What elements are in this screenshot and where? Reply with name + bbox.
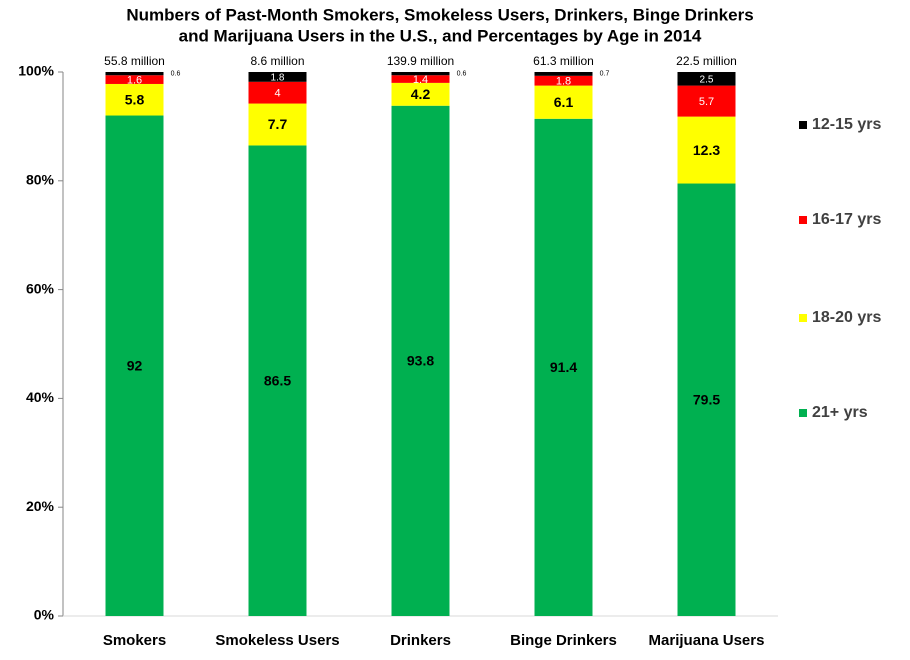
bar-segment bbox=[534, 118, 593, 616]
data-label: 5.8 bbox=[125, 91, 145, 107]
bar-segment bbox=[248, 72, 307, 82]
bar-segment bbox=[677, 183, 736, 616]
data-label: 12.3 bbox=[693, 142, 720, 158]
bar-total-label: 8.6 million bbox=[250, 54, 304, 68]
legend-swatch bbox=[799, 216, 807, 224]
bar-segment bbox=[391, 75, 450, 83]
bar-segment bbox=[534, 85, 593, 119]
x-tick-label: Marijuana Users bbox=[649, 632, 765, 649]
bar-segment bbox=[534, 72, 593, 76]
bar-total-label: 55.8 million bbox=[104, 54, 165, 68]
y-tick-label: 100% bbox=[18, 63, 54, 79]
legend-swatch bbox=[799, 314, 807, 322]
x-tick-label: Smokeless Users bbox=[215, 632, 339, 649]
data-label: 86.5 bbox=[264, 372, 291, 388]
bar-segment bbox=[248, 103, 307, 146]
bar-segment bbox=[677, 116, 736, 184]
data-label: 7.7 bbox=[268, 116, 288, 132]
data-label: 6.1 bbox=[554, 94, 574, 110]
bar-segment bbox=[105, 83, 164, 116]
bar-segment bbox=[677, 85, 736, 117]
chart-title: and Marijuana Users in the U.S., and Per… bbox=[179, 26, 702, 45]
chart-title: Numbers of Past-Month Smokers, Smokeless… bbox=[126, 5, 753, 24]
bar-segment bbox=[677, 72, 736, 86]
x-tick-label: Binge Drinkers bbox=[510, 632, 617, 649]
legend-label: 18-20 yrs bbox=[812, 309, 881, 326]
legend-swatch bbox=[799, 121, 807, 129]
x-tick-label: Drinkers bbox=[390, 632, 451, 649]
data-label: 79.5 bbox=[693, 391, 720, 407]
bar-segment bbox=[534, 75, 593, 86]
bar-segment bbox=[248, 145, 307, 616]
legend-label: 16-17 yrs bbox=[812, 211, 881, 228]
legend-label: 12-15 yrs bbox=[812, 116, 881, 133]
x-tick-label: Smokers bbox=[103, 632, 166, 649]
bar-segment bbox=[105, 72, 164, 76]
legend-label: 21+ yrs bbox=[812, 404, 868, 421]
bar-segment bbox=[248, 81, 307, 104]
data-label: 5.7 bbox=[699, 96, 714, 108]
data-label: 1.4 bbox=[413, 74, 428, 86]
legend-swatch bbox=[799, 409, 807, 417]
y-tick-label: 60% bbox=[26, 280, 55, 296]
bar-segment bbox=[391, 105, 450, 616]
data-label: 91.4 bbox=[550, 359, 577, 375]
bar-total-label: 139.9 million bbox=[387, 54, 454, 68]
bar-total-label: 61.3 million bbox=[533, 54, 594, 68]
data-label: 92 bbox=[127, 357, 143, 373]
bar-segment bbox=[105, 115, 164, 617]
data-label: 93.8 bbox=[407, 353, 434, 369]
y-tick-label: 0% bbox=[34, 607, 55, 623]
data-label: 1.8 bbox=[271, 73, 285, 84]
data-label: 0.6 bbox=[457, 70, 467, 77]
y-tick-label: 20% bbox=[26, 498, 55, 514]
data-label: 2.5 bbox=[700, 74, 714, 85]
data-label: 4.2 bbox=[411, 86, 431, 102]
bar-segment bbox=[391, 82, 450, 106]
data-label: 4 bbox=[274, 88, 280, 100]
data-label: 1.6 bbox=[127, 75, 142, 87]
bar-segment bbox=[391, 72, 450, 76]
data-label: 0.6 bbox=[171, 70, 181, 77]
data-label: 1.8 bbox=[556, 76, 571, 88]
y-tick-label: 80% bbox=[26, 172, 55, 188]
bar-segment bbox=[105, 75, 164, 84]
y-tick-label: 40% bbox=[26, 389, 55, 405]
data-label: 0.7 bbox=[600, 71, 610, 78]
bar-total-label: 22.5 million bbox=[676, 54, 737, 68]
